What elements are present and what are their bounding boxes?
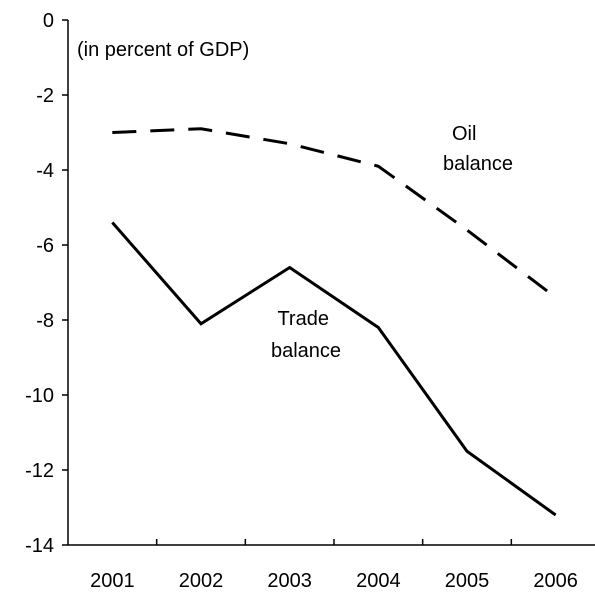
oil-balance-line [112, 127, 557, 299]
x-tick-label: 2001 [90, 570, 135, 592]
y-tick-label: -4 [36, 160, 54, 182]
trade-balance-label: Trade balance [271, 308, 341, 362]
y-tick-label: -6 [36, 235, 54, 257]
oil-balance-label-line-1: Oil [452, 123, 476, 145]
trade-balance-line [111, 221, 557, 517]
x-tick-label: 2004 [356, 570, 401, 592]
x-tick-label: 2005 [445, 570, 490, 592]
trade-balance-label-line-1: Trade [277, 308, 329, 330]
y-tick-label: -14 [25, 535, 54, 557]
y-tick-label: -2 [36, 85, 54, 107]
x-axis-ticks: 2001 2002 2003 2004 2005 2006 [90, 539, 578, 592]
axes [67, 20, 595, 546]
y-axis-ticks: 0 -2 -4 -6 -8 -10 -12 -14 [25, 10, 68, 557]
oil-balance-label: Oil balance [443, 123, 513, 175]
y-tick-label: 0 [43, 10, 54, 32]
trade-balance-label-line-2: balance [271, 340, 341, 362]
units-annotation: (in percent of GDP) [77, 39, 249, 61]
x-tick-label: 2003 [267, 570, 312, 592]
y-tick-label: -8 [36, 310, 54, 332]
series-lines [111, 127, 557, 517]
x-tick-label: 2006 [533, 570, 578, 592]
y-tick-label: -12 [25, 460, 54, 482]
x-tick-label: 2002 [179, 570, 224, 592]
y-tick-label: -10 [25, 385, 54, 407]
oil-balance-label-line-2: balance [443, 153, 513, 175]
